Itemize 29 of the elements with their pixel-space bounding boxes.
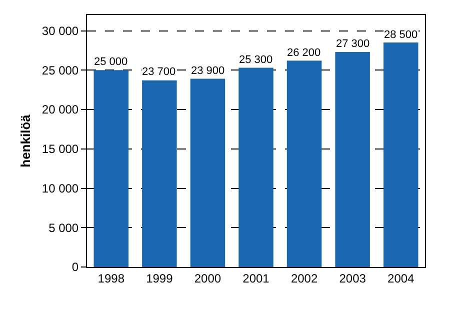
x-tick-label: 2002 [290, 271, 318, 286]
data-label: 25 300 [239, 54, 273, 66]
bar [286, 60, 322, 267]
x-tick-label: 2001 [242, 271, 270, 286]
bar [142, 80, 177, 267]
data-label: 25 000 [94, 56, 128, 68]
x-tick-label: 2003 [339, 271, 366, 286]
y-tick-label: 5 000 [48, 220, 79, 235]
y-tick-label: 25 000 [42, 63, 79, 78]
y-tick-label: 15 000 [42, 142, 79, 156]
x-tick-label: 1999 [146, 271, 174, 286]
y-tick-label: 20 000 [42, 102, 79, 117]
y-axis-title: henkilöä [18, 114, 33, 168]
data-label: 23 700 [142, 66, 176, 78]
bar [383, 42, 418, 267]
y-tick-label: 0 [72, 260, 79, 274]
y-tick-label: 10 000 [42, 181, 79, 196]
x-tick-label: 1998 [98, 271, 125, 286]
y-tick-label: 30 000 [42, 24, 79, 38]
data-label: 27 300 [336, 38, 370, 50]
data-label: 23 900 [191, 65, 225, 77]
bar [335, 52, 370, 267]
bar [190, 78, 226, 267]
data-label: 26 200 [287, 47, 321, 59]
x-tick-label: 2000 [194, 271, 222, 286]
bar [94, 70, 129, 267]
bar [238, 68, 274, 267]
data-label: 28 500 [384, 29, 418, 41]
x-tick-label: 2004 [388, 271, 415, 286]
